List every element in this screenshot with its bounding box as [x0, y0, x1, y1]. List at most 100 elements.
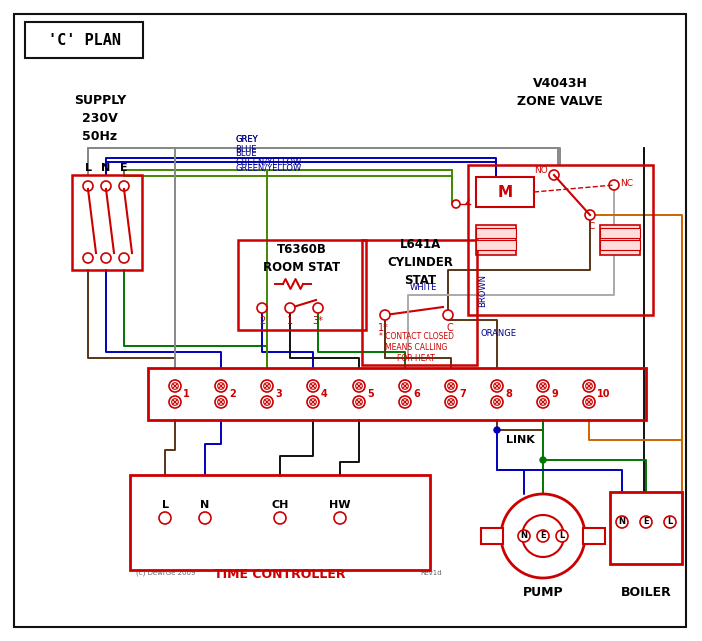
Circle shape: [402, 399, 409, 405]
Circle shape: [215, 380, 227, 392]
Text: N: N: [200, 500, 210, 510]
Circle shape: [101, 253, 111, 263]
Circle shape: [585, 383, 592, 389]
Text: M: M: [498, 185, 512, 199]
Circle shape: [399, 396, 411, 408]
Circle shape: [443, 310, 453, 320]
Circle shape: [380, 310, 390, 320]
Circle shape: [585, 210, 595, 220]
Text: NC: NC: [620, 178, 633, 188]
Bar: [468, 165, 653, 315]
Bar: [25, 22, 143, 58]
Circle shape: [494, 427, 500, 433]
Text: TIME CONTROLLER: TIME CONTROLLER: [214, 569, 346, 581]
Circle shape: [540, 457, 546, 463]
Bar: [481, 528, 503, 544]
Circle shape: [172, 383, 178, 389]
Text: BROWN: BROWN: [478, 274, 487, 306]
Circle shape: [261, 396, 273, 408]
Text: 10: 10: [597, 389, 611, 399]
Text: 1: 1: [287, 316, 293, 326]
Circle shape: [609, 180, 619, 190]
Text: T6360B
ROOM STAT: T6360B ROOM STAT: [263, 242, 340, 274]
Text: 8: 8: [505, 389, 512, 399]
Circle shape: [356, 399, 362, 405]
Circle shape: [518, 530, 530, 542]
Circle shape: [285, 303, 295, 313]
Circle shape: [402, 383, 409, 389]
Circle shape: [452, 200, 460, 208]
Circle shape: [169, 396, 181, 408]
Circle shape: [494, 383, 501, 389]
Text: SUPPLY
230V
50Hz: SUPPLY 230V 50Hz: [74, 94, 126, 142]
Circle shape: [310, 399, 317, 405]
Bar: [362, 240, 477, 365]
Text: (c) DewrGe 2009: (c) DewrGe 2009: [136, 570, 195, 576]
Text: BOILER: BOILER: [621, 587, 671, 599]
Text: 4: 4: [321, 389, 328, 399]
Text: GREY: GREY: [235, 135, 258, 144]
Circle shape: [445, 380, 457, 392]
Text: L: L: [668, 517, 673, 526]
Text: 3*: 3*: [312, 316, 324, 326]
Circle shape: [218, 383, 225, 389]
Text: LINK: LINK: [505, 435, 534, 445]
Circle shape: [540, 399, 546, 405]
Text: C: C: [446, 323, 453, 333]
Text: Rev1d: Rev1d: [420, 570, 442, 576]
Bar: [600, 240, 640, 250]
Circle shape: [353, 380, 365, 392]
Circle shape: [448, 383, 454, 389]
Bar: [148, 368, 646, 420]
Text: HW: HW: [329, 500, 351, 510]
Circle shape: [537, 380, 549, 392]
Text: E: E: [643, 517, 649, 526]
Circle shape: [549, 170, 559, 180]
Circle shape: [353, 396, 365, 408]
Text: N: N: [520, 531, 527, 540]
Circle shape: [101, 181, 111, 191]
Circle shape: [540, 383, 546, 389]
Bar: [583, 528, 605, 544]
Text: 1*: 1*: [378, 323, 388, 333]
Circle shape: [172, 399, 178, 405]
Bar: [610, 492, 682, 564]
Circle shape: [399, 380, 411, 392]
Text: GREEN/YELLOW: GREEN/YELLOW: [235, 157, 301, 166]
Circle shape: [583, 380, 595, 392]
Circle shape: [585, 399, 592, 405]
Circle shape: [640, 516, 652, 528]
Bar: [72, 175, 142, 270]
Circle shape: [119, 181, 129, 191]
Text: GREEN/YELLOW: GREEN/YELLOW: [235, 163, 301, 172]
Text: CH: CH: [271, 500, 289, 510]
Circle shape: [583, 396, 595, 408]
Circle shape: [501, 494, 585, 578]
Text: WHITE: WHITE: [410, 283, 437, 292]
Text: 2: 2: [259, 316, 265, 326]
Circle shape: [537, 396, 549, 408]
Text: 5: 5: [367, 389, 373, 399]
Text: N: N: [101, 163, 111, 173]
Circle shape: [307, 396, 319, 408]
Text: 'C' PLAN: 'C' PLAN: [48, 33, 121, 47]
Circle shape: [307, 380, 319, 392]
Circle shape: [556, 530, 568, 542]
Circle shape: [169, 380, 181, 392]
Circle shape: [218, 399, 225, 405]
Circle shape: [264, 383, 270, 389]
Circle shape: [199, 512, 211, 524]
Circle shape: [494, 399, 501, 405]
Circle shape: [264, 399, 270, 405]
Circle shape: [522, 515, 564, 557]
Text: N: N: [618, 517, 625, 526]
Circle shape: [257, 303, 267, 313]
Text: L: L: [84, 163, 91, 173]
Text: E: E: [120, 163, 128, 173]
Circle shape: [313, 303, 323, 313]
Text: * CONTACT CLOSED
MEANS CALLING
FOR HEAT: * CONTACT CLOSED MEANS CALLING FOR HEAT: [378, 332, 453, 363]
Circle shape: [261, 380, 273, 392]
Text: V4043H
ZONE VALVE: V4043H ZONE VALVE: [517, 76, 603, 108]
Text: ORANGE: ORANGE: [480, 329, 516, 338]
Bar: [600, 228, 640, 238]
